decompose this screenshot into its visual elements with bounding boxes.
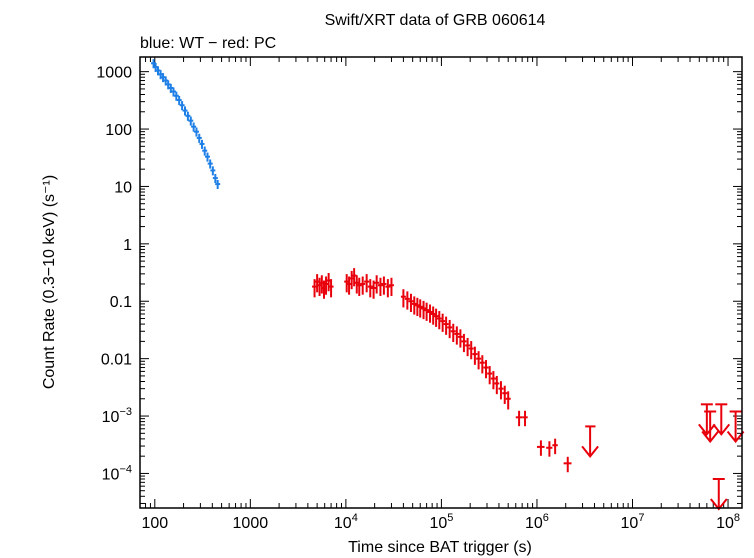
y-tick-label: 0.01 (101, 352, 132, 369)
x-tick-label: 105 (429, 512, 453, 532)
x-tick-label: 108 (716, 512, 740, 532)
chart-subtitle: blue: WT − red: PC (140, 35, 276, 52)
upper-limit-arrow-head (698, 423, 716, 436)
plot-frame (139, 56, 743, 509)
x-axis-label: Time since BAT trigger (s) (348, 539, 532, 556)
upper-limit-arrow-head (712, 423, 731, 436)
y-tick-label: 100 (105, 122, 132, 139)
x-tick-label: 100 (141, 515, 168, 532)
x-tick-label: 104 (334, 512, 358, 532)
upper-limit-arrow-head (701, 430, 719, 444)
upper-limit-arrow-head (581, 445, 599, 459)
y-tick-label: 1 (123, 237, 132, 254)
y-tick-label: 0.1 (110, 294, 132, 311)
x-tick-label: 1000 (233, 515, 269, 532)
plot-area: 100 1000 104 105 106 107 108 1000 100 10 1 0.1 0.01 1… (96, 57, 745, 532)
x-tick-label: 106 (525, 512, 549, 532)
upper-limit-arrow-head (709, 498, 728, 511)
y-tick-label: 10−4 (102, 463, 132, 483)
chart-title: Swift/XRT data of GRB 060614 (325, 12, 546, 29)
y-tick-label: 10−3 (102, 406, 132, 426)
x-tick-label: 107 (621, 512, 645, 532)
y-axis-label: Count Rate (0.3−10 keV) (s⁻¹) (41, 175, 58, 389)
upper-limit-arrow-head (726, 430, 745, 444)
y-tick-label: 1000 (96, 65, 132, 82)
y-tick-label: 10 (114, 179, 132, 196)
